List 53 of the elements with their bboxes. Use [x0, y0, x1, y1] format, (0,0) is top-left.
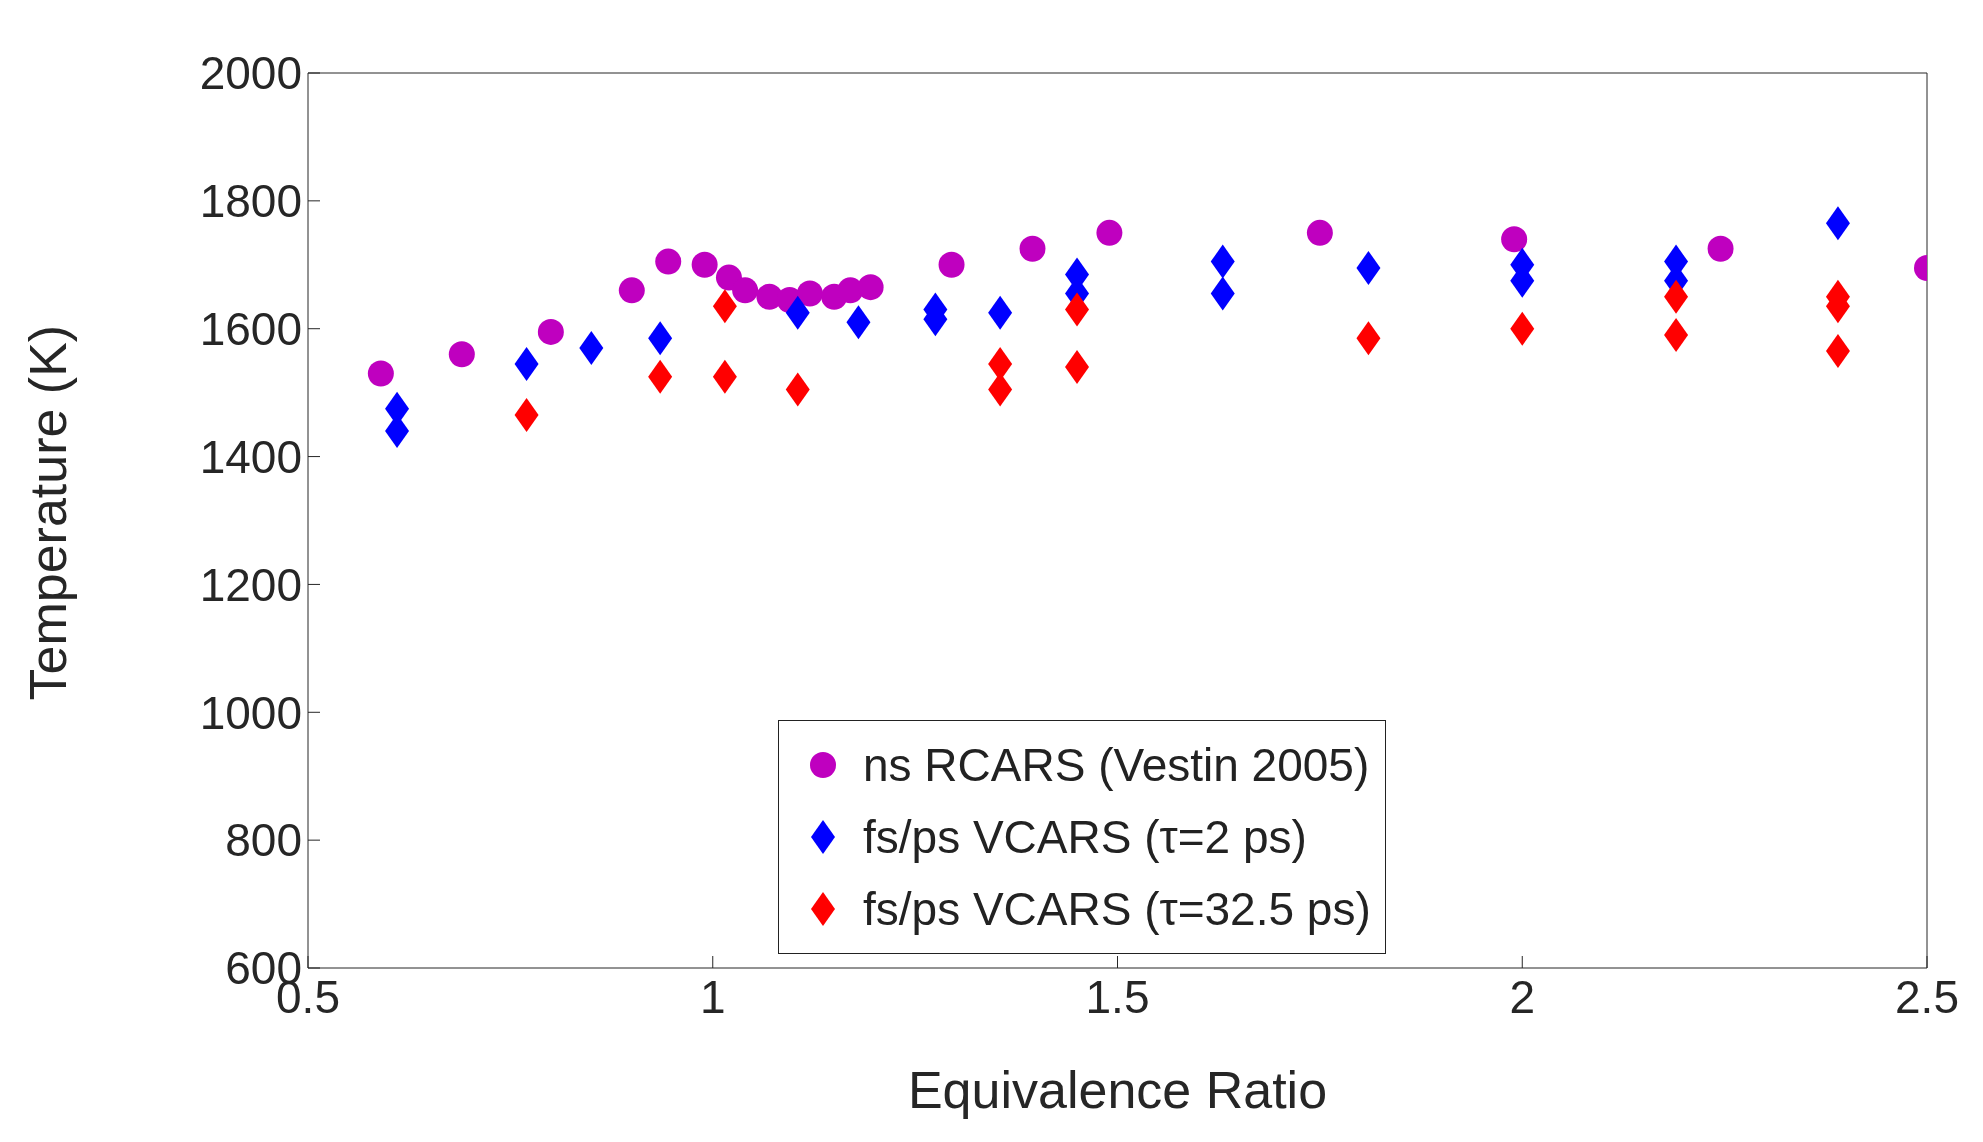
point: [618, 277, 645, 304]
point: [857, 274, 884, 301]
point: [691, 251, 718, 278]
y-tick-label: 1600: [199, 303, 302, 356]
point: [1510, 311, 1535, 346]
x-tick-label: 1: [699, 970, 726, 1023]
point: [648, 359, 673, 394]
point: [732, 277, 759, 304]
y-tick-label: 1000: [199, 686, 302, 739]
x-tick-label: 2: [1509, 970, 1536, 1023]
x-axis-title: Equivalence Ratio: [907, 1061, 1328, 1119]
point: [846, 305, 871, 340]
point: [1356, 250, 1381, 285]
point: [648, 321, 673, 356]
point: [1210, 244, 1235, 279]
point: [1664, 279, 1689, 314]
point: [1096, 219, 1123, 246]
point: [785, 372, 810, 407]
point: [367, 360, 394, 387]
point: [712, 359, 737, 394]
y-tick-label: 800: [225, 814, 302, 867]
point: [448, 341, 475, 368]
point: [938, 251, 965, 278]
point: [785, 295, 810, 330]
y-tick-label: 1200: [199, 558, 302, 611]
point: [1356, 321, 1381, 356]
point: [1825, 206, 1850, 241]
legend-label: ns RCARS (Vestin 2005): [863, 738, 1370, 792]
point: [1664, 318, 1689, 353]
point: [1065, 292, 1090, 327]
point: [1210, 276, 1235, 311]
point: [1019, 235, 1046, 262]
point: [579, 330, 604, 365]
point: [1825, 334, 1850, 369]
point: [514, 398, 539, 433]
y-tick-label: 1800: [199, 175, 302, 228]
point: [712, 289, 737, 324]
y-tick-label: 1400: [199, 430, 302, 483]
y-axis-title: Temperature (K): [19, 324, 78, 701]
y-tick-label: 2000: [199, 47, 302, 100]
point: [1065, 350, 1090, 385]
point: [514, 346, 539, 381]
point: [1501, 226, 1528, 253]
point: [1707, 235, 1734, 262]
point: [796, 280, 823, 307]
point: [988, 295, 1013, 330]
x-tick-label: 1.5: [1085, 970, 1150, 1023]
legend-label: fs/ps VCARS (τ=32.5 ps): [863, 882, 1371, 936]
x-tick-label: 2.5: [1895, 970, 1959, 1023]
point: [537, 318, 564, 345]
legend-label: fs/ps VCARS (τ=2 ps): [863, 810, 1307, 864]
point: [1306, 219, 1333, 246]
point: [655, 248, 682, 275]
